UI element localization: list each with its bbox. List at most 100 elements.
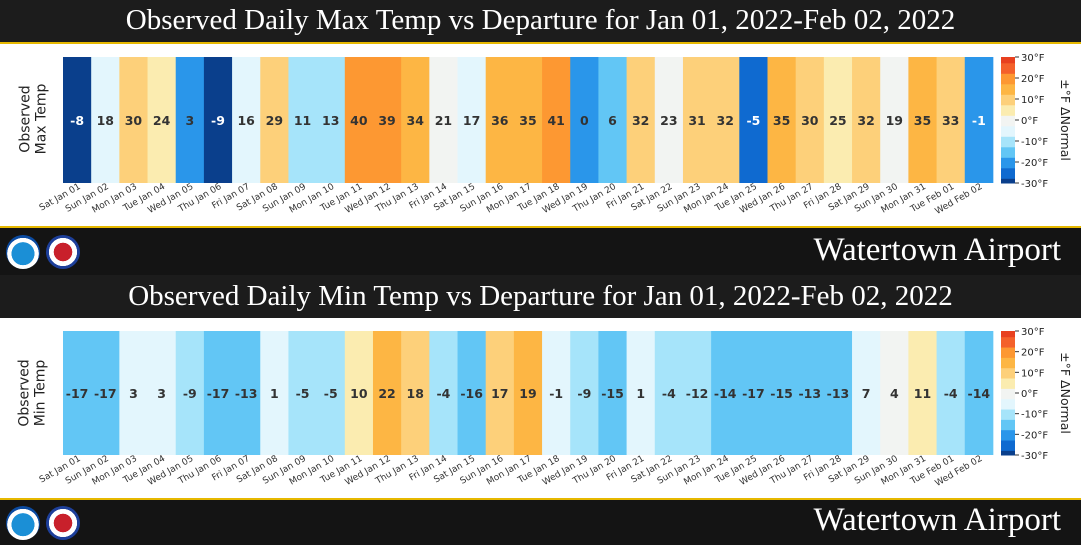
noaa-logo-icon (6, 506, 40, 540)
cell-value-label: 10 (350, 386, 368, 401)
heatmap-cell (372, 331, 402, 455)
noaa-logo-icon (6, 235, 40, 269)
legend-swatch (1001, 357, 1015, 361)
cell-value-label: 4 (890, 386, 899, 401)
legend-swatch (1001, 407, 1015, 411)
legend-swatch (1001, 370, 1015, 373)
legend-swatch (1001, 440, 1015, 444)
cell-value-label: 19 (886, 113, 903, 128)
heatmap-cell (795, 331, 825, 455)
legend-swatch (1001, 124, 1015, 127)
heatmap-cell (711, 331, 740, 455)
legend-swatch (1001, 359, 1015, 363)
legend-swatch (1001, 426, 1015, 429)
legend-swatch (1001, 86, 1015, 89)
cell-value-label: 6 (608, 113, 617, 128)
legend-swatch (1001, 397, 1015, 400)
legend-swatch (1001, 434, 1015, 437)
legend-tick-label: 10°F (1021, 368, 1045, 379)
legend-swatch (1001, 103, 1015, 106)
legend-swatch (1001, 164, 1015, 167)
heatmap-cell (485, 331, 515, 455)
cell-value-label: 40 (350, 113, 368, 128)
legend-swatch (1001, 141, 1015, 144)
legend-swatch (1001, 419, 1015, 423)
legend-swatch (1001, 343, 1015, 346)
heatmap-cell (598, 331, 627, 455)
legend-swatch (1001, 395, 1015, 398)
legend-swatch (1001, 351, 1015, 355)
nws-logo-icon (46, 506, 80, 540)
legend-swatch (1001, 111, 1015, 115)
legend-swatch (1001, 149, 1015, 152)
legend-swatch (1001, 415, 1015, 419)
legend-swatch (1001, 178, 1015, 182)
legend-swatch (1001, 138, 1015, 142)
heatmap-cell (457, 331, 487, 455)
legend-swatch (1001, 159, 1015, 163)
legend-swatch (1001, 374, 1015, 377)
legend-swatch (1001, 151, 1015, 155)
cell-value-label: -9 (211, 113, 225, 128)
heatmap-cell (401, 331, 430, 455)
heatmap-cell (316, 57, 346, 183)
cell-value-label: -14 (968, 386, 991, 401)
legend-tick-label: -30°F (1021, 179, 1048, 190)
station-name: Watertown Airport (813, 232, 1061, 268)
legend-swatch (1001, 353, 1015, 357)
legend-swatch (1001, 59, 1015, 62)
legend-swatch (1001, 134, 1015, 138)
cell-value-label: 34 (407, 113, 425, 128)
cell-value-label: 30 (801, 113, 819, 128)
cell-value-label: -4 (662, 386, 676, 401)
cell-value-label: 3 (129, 386, 138, 401)
legend-swatch (1001, 80, 1015, 83)
cell-value-label: 13 (322, 113, 339, 128)
cell-value-label: -12 (686, 386, 709, 401)
heatmap-cell (119, 57, 148, 183)
cell-value-label: -5 (324, 386, 338, 401)
legend-swatch (1001, 341, 1015, 344)
heatmap-cell (570, 331, 599, 455)
cell-value-label: 17 (491, 386, 508, 401)
legend-swatch (1001, 368, 1015, 371)
cell-value-label: 3 (185, 113, 194, 128)
legend-swatch (1001, 390, 1015, 394)
legend-swatch (1001, 405, 1015, 408)
chart-title-min: Observed Daily Min Temp vs Departure for… (128, 280, 953, 312)
heatmap-cell (485, 57, 515, 183)
heatmap-cell (570, 57, 599, 183)
legend-swatch (1001, 399, 1015, 402)
legend-swatch (1001, 109, 1015, 113)
heatmap-cell (91, 57, 120, 183)
legend-swatch (1001, 413, 1015, 417)
heatmap-cell (344, 57, 374, 183)
legend-tick-label: 20°F (1021, 74, 1045, 85)
cell-value-label: -17 (207, 386, 230, 401)
cell-value-label: 32 (857, 113, 874, 128)
legend-swatch (1001, 345, 1015, 349)
heatmap-cell (542, 57, 571, 183)
legend-swatch (1001, 424, 1015, 427)
cell-value-label: 11 (914, 386, 931, 401)
legend-tick-label: -30°F (1021, 451, 1048, 462)
legend-swatch (1001, 130, 1015, 134)
heatmap-cell (232, 331, 261, 455)
heatmap-cell (203, 331, 233, 455)
legend-swatch (1001, 446, 1015, 450)
cell-value-label: 3 (157, 386, 166, 401)
legend-tick-label: -10°F (1021, 137, 1048, 148)
heatmap-cell (711, 57, 740, 183)
legend-swatch (1001, 69, 1015, 73)
legend-swatch (1001, 73, 1015, 77)
legend-swatch (1001, 71, 1015, 75)
legend-swatch (1001, 88, 1015, 92)
cell-value-label: 22 (378, 386, 395, 401)
legend-tick-label: 0°F (1021, 116, 1038, 127)
legend-swatch (1001, 90, 1015, 94)
cell-value-label: -15 (601, 386, 624, 401)
legend-swatch (1001, 337, 1015, 340)
heatmap-cell (767, 331, 797, 455)
legend-swatch (1001, 176, 1015, 180)
legend-swatch (1001, 128, 1015, 131)
